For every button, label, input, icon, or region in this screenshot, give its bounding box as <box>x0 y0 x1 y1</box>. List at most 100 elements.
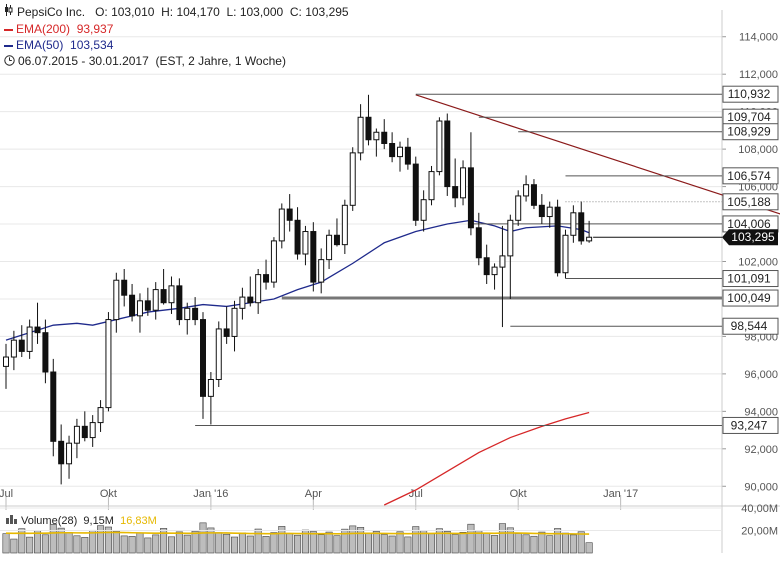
candle-body <box>318 259 325 283</box>
y-tick-label: 108,000 <box>738 144 778 156</box>
x-tick-label: Jan '16 <box>193 488 228 500</box>
volume-bar <box>120 535 128 554</box>
volume-bar <box>254 528 262 554</box>
candle-body <box>50 371 57 442</box>
candle-body <box>160 289 167 304</box>
level-price-box <box>722 193 779 211</box>
volume-bar <box>262 536 270 554</box>
candle-body <box>515 195 522 221</box>
ema200-line <box>383 411 590 506</box>
candle-body <box>365 116 372 141</box>
volume-bar <box>451 534 459 554</box>
level-price-box <box>722 416 779 434</box>
candle-body <box>444 120 451 188</box>
candle-body <box>475 227 482 259</box>
candle-body <box>326 234 333 261</box>
volume-bar <box>278 526 286 554</box>
candle-body <box>66 442 73 465</box>
candle-body <box>223 328 230 337</box>
candle-body <box>286 208 293 221</box>
volume-bar <box>175 531 183 554</box>
candle-body <box>412 163 419 221</box>
volume-ma-value: 16,83M <box>120 515 157 527</box>
volume-bar <box>128 536 136 554</box>
y-tick-label: 90,000 <box>744 481 778 493</box>
y-tick-label: 96,000 <box>744 369 778 381</box>
chart-header-instrument: PepsiCo Inc. O: 103,010 H: 104,170 L: 10… <box>4 4 349 20</box>
volume-bar <box>231 536 239 554</box>
volume-bar <box>65 531 73 554</box>
candle-body <box>144 300 151 311</box>
candle-body <box>121 279 128 296</box>
candle-body <box>499 255 506 268</box>
candle-body <box>578 212 585 242</box>
candle-body <box>333 234 340 246</box>
volume-ma-line <box>5 531 590 535</box>
volume-bar <box>388 535 396 554</box>
volume-bar <box>18 528 26 554</box>
volume-bar <box>380 534 388 554</box>
candle-body <box>570 212 577 236</box>
y-tick-label: 92,000 <box>744 444 778 456</box>
volume-bar <box>498 523 506 554</box>
volume-bar <box>491 535 499 554</box>
volume-bar <box>585 542 593 554</box>
volume-bar <box>317 534 325 554</box>
candle-body <box>247 296 254 304</box>
candle-body <box>152 289 159 311</box>
volume-bar <box>309 531 317 554</box>
candle-body <box>546 206 553 218</box>
volume-bar <box>238 532 246 554</box>
candle-body <box>129 294 136 317</box>
volume-bar <box>554 528 562 554</box>
level-price-label: 110,932 <box>728 87 771 101</box>
candle-body <box>176 285 183 321</box>
volume-bar <box>136 532 144 554</box>
ema50-value: 103,534 <box>70 38 114 52</box>
ema200-value: 93,937 <box>76 22 114 36</box>
volume-bar <box>364 532 372 554</box>
candle-body <box>81 425 88 439</box>
candle-body <box>278 208 285 242</box>
instrument-name: PepsiCo Inc. <box>17 5 86 19</box>
level-price-box <box>722 167 779 185</box>
volume-bar <box>199 522 207 554</box>
candle-body <box>113 279 120 321</box>
volume-bar <box>569 534 577 554</box>
candle-body <box>467 167 474 229</box>
x-tick-label: Jan '17 <box>603 488 638 500</box>
volume-bar <box>26 536 34 554</box>
volume-bar <box>81 537 89 554</box>
volume-bar <box>215 532 223 554</box>
volume-bar <box>514 533 522 554</box>
y-tick-label: 94,000 <box>744 406 778 418</box>
level-price-label: 93,247 <box>731 418 768 432</box>
volume-value: 9,15M <box>83 515 114 527</box>
level-price-label: 101,091 <box>727 272 771 286</box>
candle-body <box>89 422 96 439</box>
candle-body <box>523 184 530 197</box>
candle-body <box>207 379 214 397</box>
candle-body <box>184 307 191 321</box>
volume-bar <box>57 527 65 554</box>
volume-bar <box>246 535 254 554</box>
volume-bar <box>483 532 491 554</box>
candle-body <box>452 186 459 199</box>
candle-body <box>436 120 443 173</box>
volume-bar <box>467 523 475 554</box>
volume-bar <box>459 531 467 554</box>
candle-body <box>373 131 380 141</box>
candle-body <box>97 407 104 424</box>
candle-body <box>192 307 199 321</box>
volume-bar <box>73 535 81 554</box>
ema200-label: EMA(200) <box>16 22 71 36</box>
volume-tick-label: 40,00M <box>741 503 778 515</box>
x-tick-label: Okt <box>510 488 527 500</box>
ema50-swatch <box>4 44 13 47</box>
candle-body <box>381 131 388 144</box>
y-tick-label: 114,000 <box>739 32 778 44</box>
period-range: 06.07.2015 - 30.01.2017 <box>18 54 149 68</box>
volume-bar <box>183 534 191 554</box>
volume-bar <box>49 524 57 554</box>
